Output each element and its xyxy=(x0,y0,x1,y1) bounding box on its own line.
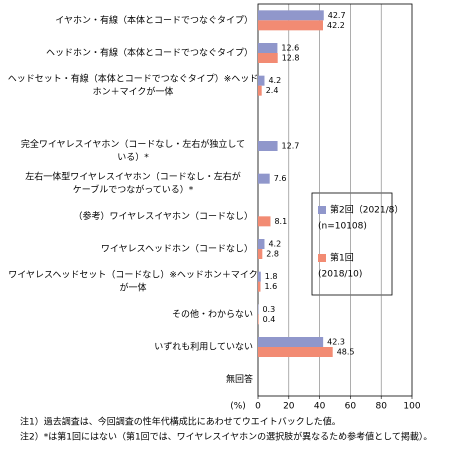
value-label: 1.6 xyxy=(264,282,277,291)
x-tick-label: 0 xyxy=(255,402,261,412)
legend-label: 第2回（2021/8） xyxy=(330,204,403,216)
legend-label: (n=10108) xyxy=(318,222,367,232)
bar xyxy=(258,86,262,96)
x-tick-label: 100 xyxy=(403,402,420,412)
bar xyxy=(258,53,278,63)
bar xyxy=(258,337,323,347)
y-tick-label: ワイヤレスヘッドホン（コードなし） xyxy=(101,244,253,255)
bar xyxy=(258,141,278,151)
y-tick-label: ヘッドホン・有線（本体とコードでつなぐタイプ） xyxy=(46,47,253,59)
x-tick-label: 60 xyxy=(345,402,357,412)
legend-swatch xyxy=(318,206,326,214)
value-label: 4.2 xyxy=(268,240,281,249)
x-axis-label: (%) xyxy=(230,402,246,412)
x-tick-label: 20 xyxy=(283,402,295,412)
value-label: 42.7 xyxy=(328,11,346,20)
y-tick-label: その他・わからない xyxy=(172,308,253,320)
bar xyxy=(258,239,264,249)
value-label: 12.6 xyxy=(281,44,299,53)
y-tick-label: いずれも利用していない xyxy=(154,341,253,353)
legend-label: (2018/10) xyxy=(318,270,362,280)
y-tick-label: 左右一体型ワイヤレスイヤホン（コードなし・左右が xyxy=(25,171,240,183)
bar xyxy=(258,314,259,324)
bar xyxy=(258,20,323,30)
value-label: 2.8 xyxy=(266,250,279,259)
y-tick-label: ヘッドセット・有線（本体とコードでつなぐタイプ）※ヘッド xyxy=(8,73,259,85)
value-label: 42.2 xyxy=(327,21,345,30)
value-label: 0.4 xyxy=(263,315,276,324)
y-tick-label: （参考）ワイヤレスイヤホン（コードなし） xyxy=(74,210,253,222)
value-label: 12.7 xyxy=(282,142,300,151)
legend-label: 第1回 xyxy=(330,252,354,264)
footnote: 注2）*は第1回にはない（第1回では、ワイヤレスイヤホンの選択肢が異なるため参考… xyxy=(20,431,432,443)
value-label: 4.2 xyxy=(268,76,281,85)
bar xyxy=(258,76,264,86)
bar xyxy=(258,43,277,53)
bar xyxy=(258,347,333,357)
value-label: 48.5 xyxy=(337,348,355,357)
bar xyxy=(258,10,324,20)
value-label: 2.4 xyxy=(266,86,279,95)
y-tick-label: ワイヤレスヘッドセット（コードなし）※ヘッドホン＋マイク xyxy=(8,270,257,281)
bar xyxy=(258,272,261,282)
x-tick-label: 80 xyxy=(375,402,387,412)
value-label: 8.1 xyxy=(274,217,287,226)
bar xyxy=(258,216,270,226)
y-tick-label: 無回答 xyxy=(226,373,253,385)
y-tick-label: が一体 xyxy=(119,282,146,294)
y-tick-label: ホン＋マイクが一体 xyxy=(93,86,174,98)
x-tick-label: 40 xyxy=(314,402,326,412)
y-tick-label: イヤホン・有線（本体とコードでつなぐタイプ） xyxy=(55,14,253,26)
value-label: 7.6 xyxy=(274,174,287,183)
footnote: 注1）過去調査は、今回調査の性年代構成比にあわせてウエイトバックした値。 xyxy=(20,416,341,428)
legend-swatch xyxy=(318,254,326,262)
bar xyxy=(258,174,270,184)
value-label: 12.8 xyxy=(282,54,300,63)
y-tick-label: いる）* xyxy=(117,152,149,163)
bar xyxy=(258,249,262,259)
y-tick-label: 完全ワイヤレスイヤホン（コードなし・左右が独立して xyxy=(21,138,245,150)
value-label: 1.8 xyxy=(265,272,278,281)
value-label: 0.3 xyxy=(262,305,275,314)
y-tick-label: ケーブルでつながっている）* xyxy=(73,184,194,196)
bar xyxy=(258,282,260,292)
value-label: 42.3 xyxy=(327,338,345,347)
